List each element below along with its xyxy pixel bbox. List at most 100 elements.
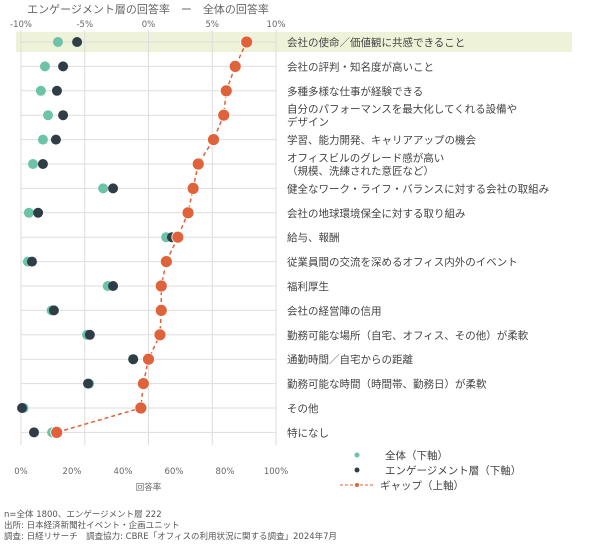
category-label: 自分のパフォーマンスを最大化してくれる設備やデザイン <box>287 103 517 129</box>
category-label: オフィスビルのグレード感が高い（規模、洗練された意匠など） <box>287 152 444 178</box>
bottom-axis-tick-label: 0% <box>14 467 28 477</box>
legend-label-engagement: エンゲージメント層（下軸） <box>385 464 521 477</box>
dot-engagement <box>72 37 83 47</box>
bottom-axis-tick-label: 40% <box>114 467 133 477</box>
dot-engagement <box>33 207 44 218</box>
top-axis-tick-label: 10% <box>267 20 286 30</box>
category-label-line: 健全なワーク・ライフ・バランスに対する会社の取組み <box>287 182 549 195</box>
top-axis-tick-label: -10% <box>10 20 32 30</box>
dot-engagement <box>58 61 69 72</box>
dot-engagement <box>128 354 139 365</box>
gap-dot-chart: エンゲージメント層の回答率 ー 全体の回答率 -10% -5% 0% 5% 10% 0% 20… <box>10 2 572 493</box>
category-label: 会社の使命／価値観に共感できること <box>287 36 465 49</box>
bottom-axis-tick-label: 80% <box>216 467 235 477</box>
category-label: その他 <box>287 402 319 415</box>
dot-engagement <box>29 427 40 438</box>
dot-engagement <box>83 378 94 389</box>
highlight-band <box>16 32 572 52</box>
legend-marker-overall <box>354 452 360 458</box>
top-axis-tick-label: 0% <box>142 20 156 30</box>
legend-label-overall: 全体（下軸） <box>385 449 448 462</box>
category-label-line: 従業員間の交流を深めるオフィス内外のイベント <box>287 256 518 269</box>
dot-gap <box>181 206 195 220</box>
dot-engagement <box>58 110 69 121</box>
dot-gap <box>207 133 220 147</box>
dot-gap <box>217 108 231 122</box>
dot-gap <box>219 84 233 98</box>
category-label: 通勤時間／自宅からの距離 <box>287 353 413 366</box>
category-label-line: 会社の地球環境保全に対する取り組み <box>287 207 466 220</box>
category-label-line: 給与、報酬 <box>287 231 340 244</box>
dot-overall <box>39 61 50 72</box>
legend-label-gap: ギャップ（上軸） <box>380 479 464 492</box>
category-label-line: デザイン <box>287 116 329 129</box>
dot-gap <box>159 255 173 269</box>
chart-title: エンゲージメント層の回答率 ー 全体の回答率 <box>27 2 269 16</box>
dot-overall <box>52 37 63 47</box>
category-label-line: 自分のパフォーマンスを最大化してくれる設備や <box>287 103 517 116</box>
category-label-line: 勤務可能な時間（時間帯、勤務日）が柔軟 <box>287 378 487 391</box>
dot-gap <box>171 230 185 244</box>
dot-engagement <box>51 85 62 96</box>
dot-engagement <box>37 159 48 169</box>
dot-engagement <box>108 183 119 194</box>
top-axis-tick-label: 5% <box>206 20 220 30</box>
dot-overall <box>43 110 54 121</box>
category-label-line: 多種多様な仕事が経験できる <box>287 85 423 98</box>
category-label: 会社の評判・知名度が高いこと <box>287 60 434 73</box>
category-label-line: オフィスビルのグレード感が高い <box>287 152 444 165</box>
category-label-line: 特になし <box>287 427 329 439</box>
dot-gap <box>134 401 148 415</box>
dot-gap <box>228 60 242 73</box>
dot-gap <box>154 303 168 317</box>
category-label: 特になし <box>287 427 329 439</box>
dot-gap <box>240 35 254 49</box>
footer-source: 出所: 日本経済新聞社イベント・企画ユニット <box>4 521 180 531</box>
bottom-axis-label: 回答率 <box>136 482 162 493</box>
footer-sample-size: n=全体 1800、エンゲージメント層 222 <box>4 510 162 520</box>
dot-overall <box>37 134 48 145</box>
category-label: 会社の経営陣の信用 <box>287 304 382 317</box>
category-label: 勤務可能な時間（時間帯、勤務日）が柔軟 <box>287 378 487 391</box>
category-label-line: （規模、洗練された意匠など） <box>287 165 434 178</box>
category-label: 従業員間の交流を深めるオフィス内外のイベント <box>287 256 518 269</box>
dot-gap <box>153 328 167 342</box>
gap-line <box>56 41 248 434</box>
legend-marker-engagement <box>354 467 360 473</box>
category-label-line: 会社の使命／価値観に共感できること <box>287 36 465 49</box>
dot-gap <box>186 181 200 195</box>
category-label: 多種多様な仕事が経験できる <box>287 85 423 98</box>
dot-engagement <box>50 134 61 145</box>
dot-gap <box>154 279 168 293</box>
category-label: 健全なワーク・ライフ・バランスに対する会社の取組み <box>287 182 549 195</box>
dot-engagement <box>108 281 119 291</box>
dot-gap <box>50 425 64 439</box>
dot-engagement <box>26 256 37 267</box>
legend-marker-gap <box>355 483 359 487</box>
category-label: 会社の地球環境保全に対する取り組み <box>287 207 466 220</box>
dot-engagement <box>48 305 59 316</box>
dot-gap <box>136 377 150 391</box>
category-label: 福利厚生 <box>287 280 329 293</box>
top-axis-tick-label: -5% <box>76 20 93 30</box>
category-label: 学習、能力開発、キャリアアップの機会 <box>287 134 476 147</box>
dot-overall <box>98 183 109 194</box>
category-label-line: 勤務可能な場所（自宅、オフィス、その他）が柔軟 <box>287 329 529 342</box>
category-label: 給与、報酬 <box>287 231 340 244</box>
dot-engagement <box>17 403 28 413</box>
category-label: 勤務可能な場所（自宅、オフィス、その他）が柔軟 <box>287 329 529 342</box>
category-label-line: その他 <box>287 402 319 415</box>
category-label-line: 福利厚生 <box>287 280 329 293</box>
category-label-line: 通勤時間／自宅からの距離 <box>287 353 413 366</box>
category-label-line: 会社の経営陣の信用 <box>287 304 382 317</box>
bottom-axis-tick-label: 60% <box>165 467 184 477</box>
dot-engagement <box>84 329 95 340</box>
footer-survey: 調査: 日経リサーチ 調査協力: CBRE「オフィスの利用状況に関する調査」20… <box>4 532 338 542</box>
dot-overall <box>27 159 38 169</box>
bottom-axis-tick-label: 100% <box>264 467 288 477</box>
dot-overall <box>23 207 34 218</box>
dot-gap <box>191 157 205 171</box>
dot-gap <box>142 352 155 366</box>
dot-overall <box>35 85 46 96</box>
bottom-axis-tick-label: 20% <box>63 467 82 477</box>
